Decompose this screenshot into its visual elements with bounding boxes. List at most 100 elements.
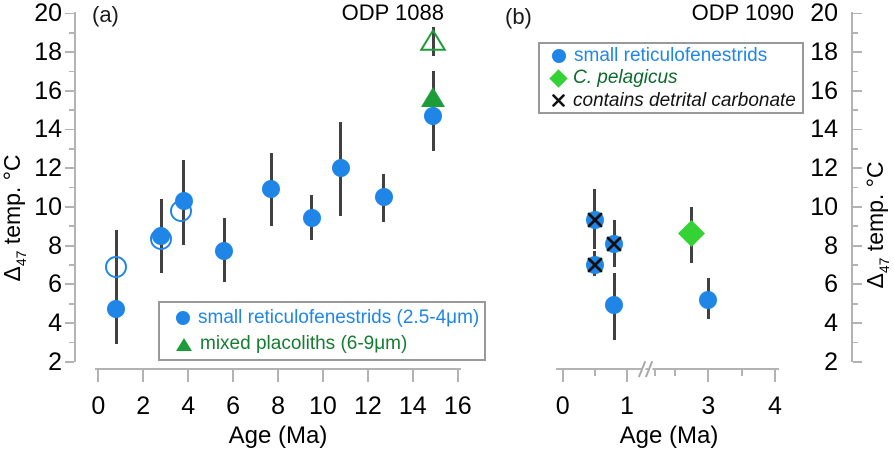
y-tick-label: 20 bbox=[34, 0, 62, 28]
panel-a-title: ODP 1088 bbox=[341, 0, 444, 25]
y-axis-tick bbox=[69, 302, 74, 305]
data-point-open-triangle bbox=[419, 28, 447, 52]
y-axis-tick bbox=[65, 12, 74, 15]
data-point-filled-circle bbox=[605, 296, 624, 315]
y-axis-tick bbox=[853, 167, 862, 170]
data-point-filled-circle bbox=[152, 226, 171, 245]
x-axis-tick bbox=[142, 370, 145, 382]
detrital-carbonate-x-mark bbox=[587, 212, 603, 228]
x-axis-tick bbox=[321, 370, 324, 382]
x-mark-icon bbox=[552, 94, 565, 107]
x-axis-tick bbox=[232, 370, 235, 382]
x-tick-label: 0 bbox=[91, 392, 106, 420]
y-tick-label: 18 bbox=[810, 38, 838, 66]
x-axis-line-a bbox=[95, 368, 461, 370]
y-tick-label: 8 bbox=[824, 231, 838, 260]
x-axis-tick bbox=[97, 370, 100, 382]
x-tick-label: 4 bbox=[181, 392, 196, 420]
y-axis-tick bbox=[65, 167, 74, 170]
y-axis-tick bbox=[853, 283, 862, 286]
y-axis-spine-left bbox=[74, 12, 76, 362]
data-point-filled-circle bbox=[107, 300, 126, 319]
filled-circle-icon bbox=[176, 311, 190, 325]
y-tick-label: 20 bbox=[810, 0, 838, 28]
y-axis-tick bbox=[69, 31, 74, 34]
x-axis-tick bbox=[626, 370, 628, 382]
data-point-filled-circle bbox=[424, 106, 443, 125]
legend-item-small-reticulofenestrids: small reticulofenestrids (2.5-4μm) bbox=[160, 307, 484, 329]
y-axis-tick bbox=[69, 148, 74, 150]
y-tick-label: 12 bbox=[810, 154, 838, 183]
x-axis-tick bbox=[456, 370, 459, 382]
panel-b-label: (b) bbox=[505, 4, 532, 29]
x-axis-tick bbox=[561, 370, 564, 382]
legend-item-c-pelagicus: C. pelagicus bbox=[540, 67, 802, 89]
panel-b-title: ODP 1090 bbox=[691, 0, 794, 25]
x-tick-label: 8 bbox=[271, 392, 285, 420]
x-axis-title-a: Age (Ma) bbox=[228, 422, 328, 449]
y-axis-tick bbox=[65, 89, 74, 92]
x-tick-label: 16 bbox=[443, 392, 472, 420]
y-tick-label: 2 bbox=[48, 347, 62, 376]
filled-triangle-icon bbox=[176, 337, 192, 351]
x-axis-title-b: Age (Ma) bbox=[619, 422, 719, 449]
y-axis-spine-right bbox=[851, 12, 853, 362]
x-axis-tick bbox=[707, 370, 710, 382]
data-point-filled-circle bbox=[699, 290, 718, 309]
x-axis-tick bbox=[411, 370, 414, 382]
y-axis-tick bbox=[65, 51, 74, 54]
legend-item-mixed-placoliths: mixed placoliths (6-9μm) bbox=[160, 333, 484, 355]
y-tick-label: 18 bbox=[34, 38, 62, 66]
legend-label: small reticulofenestrids (2.5-4μm) bbox=[198, 307, 480, 328]
x-axis-tick bbox=[774, 370, 776, 382]
y-axis-tick bbox=[853, 206, 862, 208]
y-axis-tick bbox=[65, 322, 74, 324]
data-point-filled-circle bbox=[302, 209, 321, 228]
x-tick-label: 1 bbox=[620, 392, 634, 420]
legend-item-small-reticulofenestrids: small reticulofenestrids bbox=[540, 45, 802, 67]
y-axis-tick bbox=[65, 128, 74, 131]
y-axis-tick bbox=[853, 31, 858, 34]
y-axis-tick bbox=[65, 244, 74, 247]
y-axis-tick bbox=[853, 12, 862, 15]
y-axis-tick bbox=[69, 70, 74, 73]
y-tick-label: 14 bbox=[34, 115, 62, 144]
y-axis-tick bbox=[853, 360, 862, 363]
y-tick-label: 6 bbox=[48, 270, 62, 299]
x-axis-minor-tick bbox=[594, 370, 596, 376]
panel-a-label: (a) bbox=[92, 2, 119, 27]
data-point-open-circle bbox=[105, 255, 128, 278]
x-tick-label: 6 bbox=[226, 392, 241, 420]
data-point-filled-circle bbox=[331, 159, 350, 178]
y-axis-tick bbox=[853, 225, 858, 228]
x-axis-minor-tick bbox=[740, 370, 743, 376]
data-point-filled-circle bbox=[215, 242, 234, 261]
x-tick-label: 12 bbox=[353, 392, 382, 420]
y-axis-tick bbox=[853, 186, 858, 189]
y-tick-label: 14 bbox=[810, 115, 838, 144]
x-axis-tick bbox=[277, 370, 280, 382]
filled-diamond-icon bbox=[549, 68, 568, 88]
y-axis-tick bbox=[853, 341, 858, 344]
legend-label: contains detrital carbonate bbox=[573, 89, 796, 111]
y-tick-label: 2 bbox=[824, 347, 838, 376]
y-axis-tick bbox=[65, 360, 74, 363]
y-axis-tick bbox=[853, 264, 858, 266]
detrital-carbonate-x-mark bbox=[587, 257, 603, 273]
filled-circle-icon bbox=[552, 48, 566, 63]
x-tick-label: 3 bbox=[701, 392, 716, 420]
y-tick-label: 12 bbox=[34, 154, 62, 183]
data-point-filled-triangle bbox=[421, 86, 446, 107]
y-axis-tick bbox=[65, 283, 74, 286]
data-point-filled-diamond bbox=[678, 220, 706, 248]
y-axis-tick bbox=[853, 70, 858, 73]
y-axis-tick bbox=[853, 148, 858, 150]
data-point-filled-circle bbox=[174, 191, 193, 210]
y-axis-tick bbox=[853, 109, 858, 112]
x-tick-label: 4 bbox=[768, 392, 782, 420]
y-tick-label: 16 bbox=[810, 76, 838, 105]
x-tick-label: 2 bbox=[136, 392, 151, 420]
y-tick-label: 6 bbox=[824, 270, 838, 299]
